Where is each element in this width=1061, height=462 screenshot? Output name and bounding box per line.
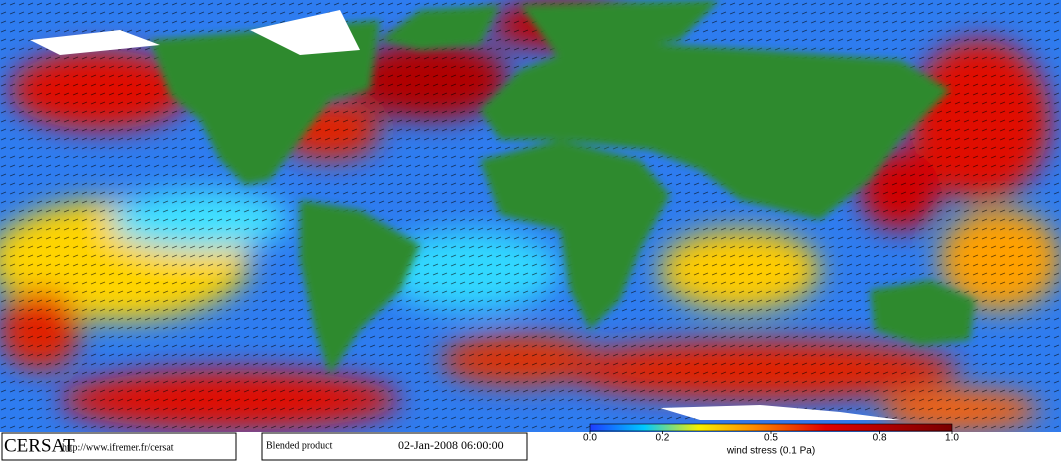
ice: [30, 10, 900, 420]
timestamp: 02-Jan-2008 06:00:00: [398, 438, 504, 452]
colorbar-tick-label: 0.0: [583, 433, 597, 444]
colorbar: [589, 423, 953, 432]
colorbar-label: wind stress (0.1 Pa): [726, 446, 815, 457]
product-box: [261, 432, 528, 461]
logo: CERSAT: [4, 435, 75, 456]
logo-box: [1, 432, 237, 461]
colorbar-tick-label: 0.2: [655, 433, 669, 444]
colorbar-tick-label: 0.8: [873, 433, 887, 444]
product: Blended product: [266, 440, 333, 451]
colorbar-tick-label: 1.0: [945, 433, 959, 444]
url: http://www.ifremer.fr/cersat: [62, 442, 174, 453]
land: [150, 0, 975, 375]
colorbar-tick-label: 0.5: [764, 433, 778, 444]
